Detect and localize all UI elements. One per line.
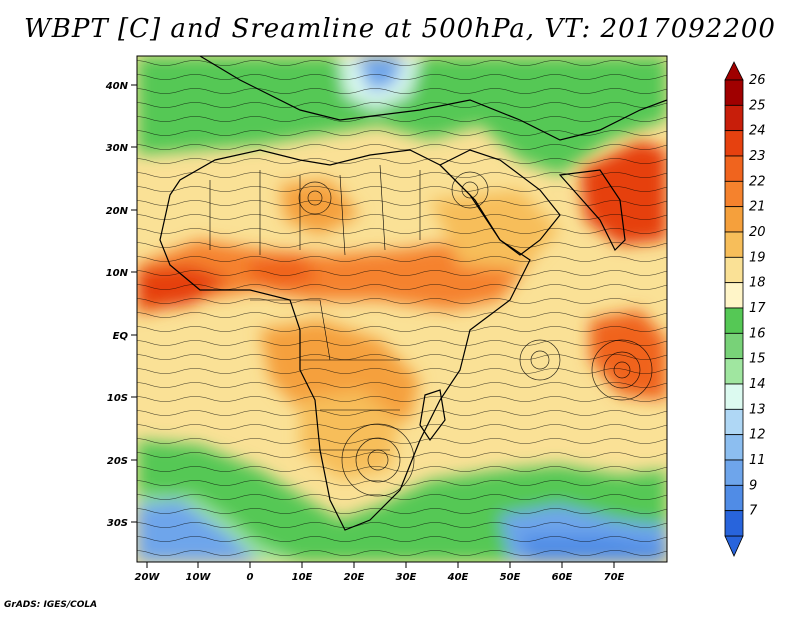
lon-label: 0 <box>247 572 254 583</box>
colorbar-top-arrow <box>724 61 744 81</box>
map-title: WBPT [C] and Sreamline at 500hPa, VT: 20… <box>24 14 776 44</box>
lon-label: 30E <box>396 572 417 583</box>
colorbar-box <box>724 104 744 132</box>
colorbar-label: 20 <box>749 225 766 240</box>
colorbar-box <box>724 282 744 309</box>
colorbar-label: 14 <box>749 377 766 392</box>
lon-label: 10E <box>292 572 313 583</box>
colorbar-label: 12 <box>749 428 766 443</box>
colorbar-box <box>724 510 744 537</box>
lat-label: 20S <box>107 456 128 467</box>
colorbar-box <box>724 408 744 436</box>
colorbar-label: 17 <box>749 301 766 316</box>
streamline-vortices <box>298 171 653 497</box>
colorbar-label: 11 <box>749 453 766 468</box>
lon-label: 20W <box>135 572 161 583</box>
colorbar-box <box>724 307 744 334</box>
credit-text: GrADS: IGES/COLA <box>4 600 98 610</box>
colorbar-label: 24 <box>749 124 766 139</box>
lat-label: 30N <box>106 143 129 154</box>
colorbar-label: 15 <box>749 352 766 367</box>
colorbar-label: 9 <box>749 478 757 493</box>
colorbar-label: 25 <box>749 98 766 113</box>
colorbar-label: 7 <box>749 504 758 519</box>
colorbar-box <box>724 130 744 157</box>
colorbar-bottom-arrow <box>724 535 744 557</box>
colorbar-label: 16 <box>749 326 766 341</box>
lon-label: 50E <box>500 572 521 583</box>
colorbar-box <box>724 484 744 512</box>
colorbar-label: 19 <box>749 250 766 265</box>
coastline-india <box>558 169 626 252</box>
lat-label: 20N <box>106 206 129 217</box>
colorbar-box <box>724 180 744 208</box>
lat-label: 10S <box>107 393 128 404</box>
lat-label: 10N <box>106 268 129 279</box>
lat-label: EQ <box>113 331 129 342</box>
colorbar-box <box>724 332 744 360</box>
streamlines <box>137 56 667 562</box>
colorbar-box <box>724 358 744 385</box>
country-borders <box>209 164 421 451</box>
colorbar-label: 23 <box>749 149 766 164</box>
coastline-mediterranean <box>199 56 667 141</box>
lat-axis: 40N 30N 20N 10N EQ 10S 20S 30S <box>105 81 137 529</box>
map-frame <box>136 55 668 563</box>
coastline-arabia <box>438 149 561 256</box>
coastline-madagascar <box>419 389 446 442</box>
colorbar-box <box>724 231 744 258</box>
colorbar-box <box>724 206 744 233</box>
colorbar-box <box>724 79 744 106</box>
colorbar-label: 22 <box>749 174 766 189</box>
colorbar-box <box>724 459 744 486</box>
lon-axis: 20W 10W 0 10E 20E 30E 40E 50E 60E 70E <box>135 562 625 583</box>
colorbar-box <box>724 155 744 182</box>
colorbar-box <box>724 383 744 410</box>
lon-label: 40E <box>447 572 469 583</box>
colorbar-label: 18 <box>749 276 766 291</box>
lon-label: 70E <box>604 572 625 583</box>
colorbar-box <box>724 256 744 284</box>
colorbar: 26 25 24 23 22 21 20 19 18 17 16 15 14 13 12 11 9 7 <box>724 61 766 557</box>
wbpt-field <box>137 56 667 562</box>
colorbar-label: 13 <box>749 402 766 417</box>
colorbar-label: 21 <box>749 200 766 215</box>
lon-label: 20E <box>344 572 365 583</box>
colorbar-box <box>724 434 744 461</box>
lon-label: 60E <box>552 572 573 583</box>
lat-label: 30S <box>107 518 128 529</box>
lon-label: 10W <box>186 572 212 583</box>
colorbar-label: 26 <box>749 73 766 88</box>
lat-label: 40N <box>105 81 129 92</box>
